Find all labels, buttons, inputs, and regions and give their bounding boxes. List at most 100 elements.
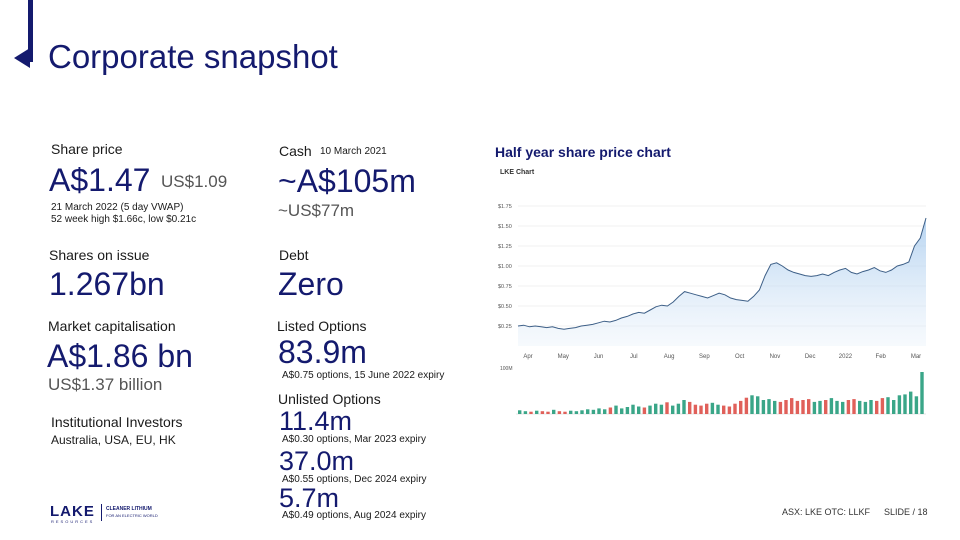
cash-value: ~A$105m: [278, 163, 416, 199]
volume-bar: [869, 400, 873, 414]
volume-bar: [852, 399, 856, 414]
volume-bar: [824, 400, 828, 414]
market-cap-value: A$1.86 bn: [47, 338, 193, 374]
x-tick-label: Nov: [770, 354, 781, 360]
volume-bar: [693, 404, 698, 414]
volume-bar: [761, 400, 766, 414]
chart-heading: Half year share price chart: [495, 144, 671, 160]
logo-divider: [101, 504, 102, 521]
accent-triangle: [14, 48, 30, 68]
slide-title: Corporate snapshot: [48, 38, 338, 75]
market-cap-label: Market capitalisation: [48, 318, 176, 334]
volume-bar: [523, 411, 528, 414]
x-tick-label: Jul: [630, 354, 638, 360]
listed-options-note: A$0.75 options, 15 June 2022 expiry: [282, 370, 445, 381]
volume-bar: [671, 405, 675, 414]
unlisted-option-value: 11.4m: [279, 406, 353, 436]
x-tick-label: Jun: [594, 354, 604, 360]
market-cap-usd: US$1.37 billion: [48, 375, 163, 394]
unlisted-option-value: 37.0m: [279, 446, 355, 476]
volume-bar: [580, 410, 584, 414]
volume-bar: [914, 396, 919, 414]
volume-bar: [880, 398, 885, 414]
volume-bar: [557, 411, 562, 414]
volume-bar: [790, 398, 794, 414]
debt-value: Zero: [278, 266, 344, 302]
volume-bar: [648, 405, 652, 414]
x-tick-label: Oct: [735, 354, 745, 360]
volume-bar: [807, 399, 811, 414]
share-price-value: A$1.47: [49, 162, 151, 198]
listed-options-value: 83.9m: [278, 334, 367, 370]
footer-tickers: ASX: LKE OTC: LLKF: [782, 507, 871, 517]
volume-bar: [699, 405, 703, 414]
debt-label: Debt: [279, 247, 309, 263]
volume-bar: [920, 372, 924, 414]
unlisted-options-label: Unlisted Options: [278, 391, 381, 407]
volume-bar: [710, 402, 715, 414]
volume-bar: [801, 400, 805, 414]
volume-bar: [722, 405, 726, 414]
chart-inner-title: LKE Chart: [500, 169, 535, 176]
volume-bar: [716, 404, 720, 414]
cash-label: Cash: [279, 143, 312, 159]
volume-bar: [682, 400, 686, 414]
share-price-chart: LKE Chart $1.75 $1.50 $1.25 $1.00 $0.75 $0.50…: [498, 169, 927, 415]
accent-bar: [28, 0, 33, 62]
institutional-value: Australia, USA, EU, HK: [51, 433, 176, 447]
volume-bar: [546, 411, 550, 414]
x-tick-label: Dec: [805, 354, 816, 360]
institutional-label: Institutional Investors: [51, 414, 183, 430]
x-tick-label: Aug: [664, 354, 675, 360]
volume-bar: [705, 403, 709, 414]
volume-bar: [563, 411, 567, 414]
share-price-label: Share price: [51, 141, 123, 157]
volume-bar: [818, 400, 822, 414]
y-tick-label: $0.50: [498, 304, 512, 310]
volume-bar: [875, 400, 879, 414]
volume-bar: [665, 402, 669, 414]
x-tick-label: May: [558, 354, 569, 360]
company-logo-wordmark: LAKE: [50, 503, 95, 520]
volume-bar: [637, 406, 641, 414]
volume-bar: [614, 405, 618, 414]
volume-bar: [897, 395, 902, 414]
x-tick-label: 2022: [839, 354, 853, 360]
volume-bar: [750, 395, 754, 414]
volume-bar: [676, 403, 681, 414]
y-tick-label: $0.75: [498, 284, 512, 290]
volume-bar: [756, 396, 760, 414]
share-price-note-date: 21 March 2022 (5 day VWAP): [51, 202, 184, 213]
volume-bar: [597, 408, 601, 414]
y-tick-label: $1.00: [498, 264, 512, 270]
unlisted-option-note: A$0.49 options, Aug 2024 expiry: [282, 510, 426, 521]
shares-on-issue-value: 1.267bn: [49, 266, 165, 302]
volume-bar: [784, 400, 788, 414]
volume-bar: [892, 400, 896, 414]
unlisted-option-note: A$0.30 options, Mar 2023 expiry: [282, 434, 426, 445]
volume-bar: [778, 401, 783, 414]
footer-slide-number: SLIDE / 18: [884, 507, 928, 517]
volume-bar: [631, 404, 635, 414]
volume-bar: [608, 407, 613, 414]
price-area: [518, 218, 926, 346]
y-tick-label: $1.75: [498, 204, 512, 210]
chart-x-axis: Apr May Jun Jul Aug Sep Oct Nov Dec 2022 Feb Mar: [523, 354, 921, 360]
volume-bar: [841, 401, 845, 414]
volume-bar: [835, 400, 839, 414]
volume-bar: [744, 397, 749, 414]
volume-axis-label: 100M: [500, 366, 513, 372]
volume-bar: [812, 401, 817, 414]
unlisted-option-value: 5.7m: [279, 483, 340, 513]
x-tick-label: Sep: [699, 354, 710, 360]
volume-bar: [727, 406, 732, 414]
y-tick-label: $1.50: [498, 224, 512, 230]
volume-bar: [886, 397, 890, 414]
volume-bar: [863, 401, 868, 414]
logo-tagline-sub: FOR AN ELECTRIC WORLD: [106, 513, 158, 518]
volume-bar: [591, 409, 596, 414]
volume-bar: [603, 409, 607, 414]
chart-y-axis: $1.75 $1.50 $1.25 $1.00 $0.75 $0.50 $0.25: [498, 204, 512, 330]
volume-bar: [518, 410, 522, 414]
x-tick-label: Feb: [876, 354, 887, 360]
